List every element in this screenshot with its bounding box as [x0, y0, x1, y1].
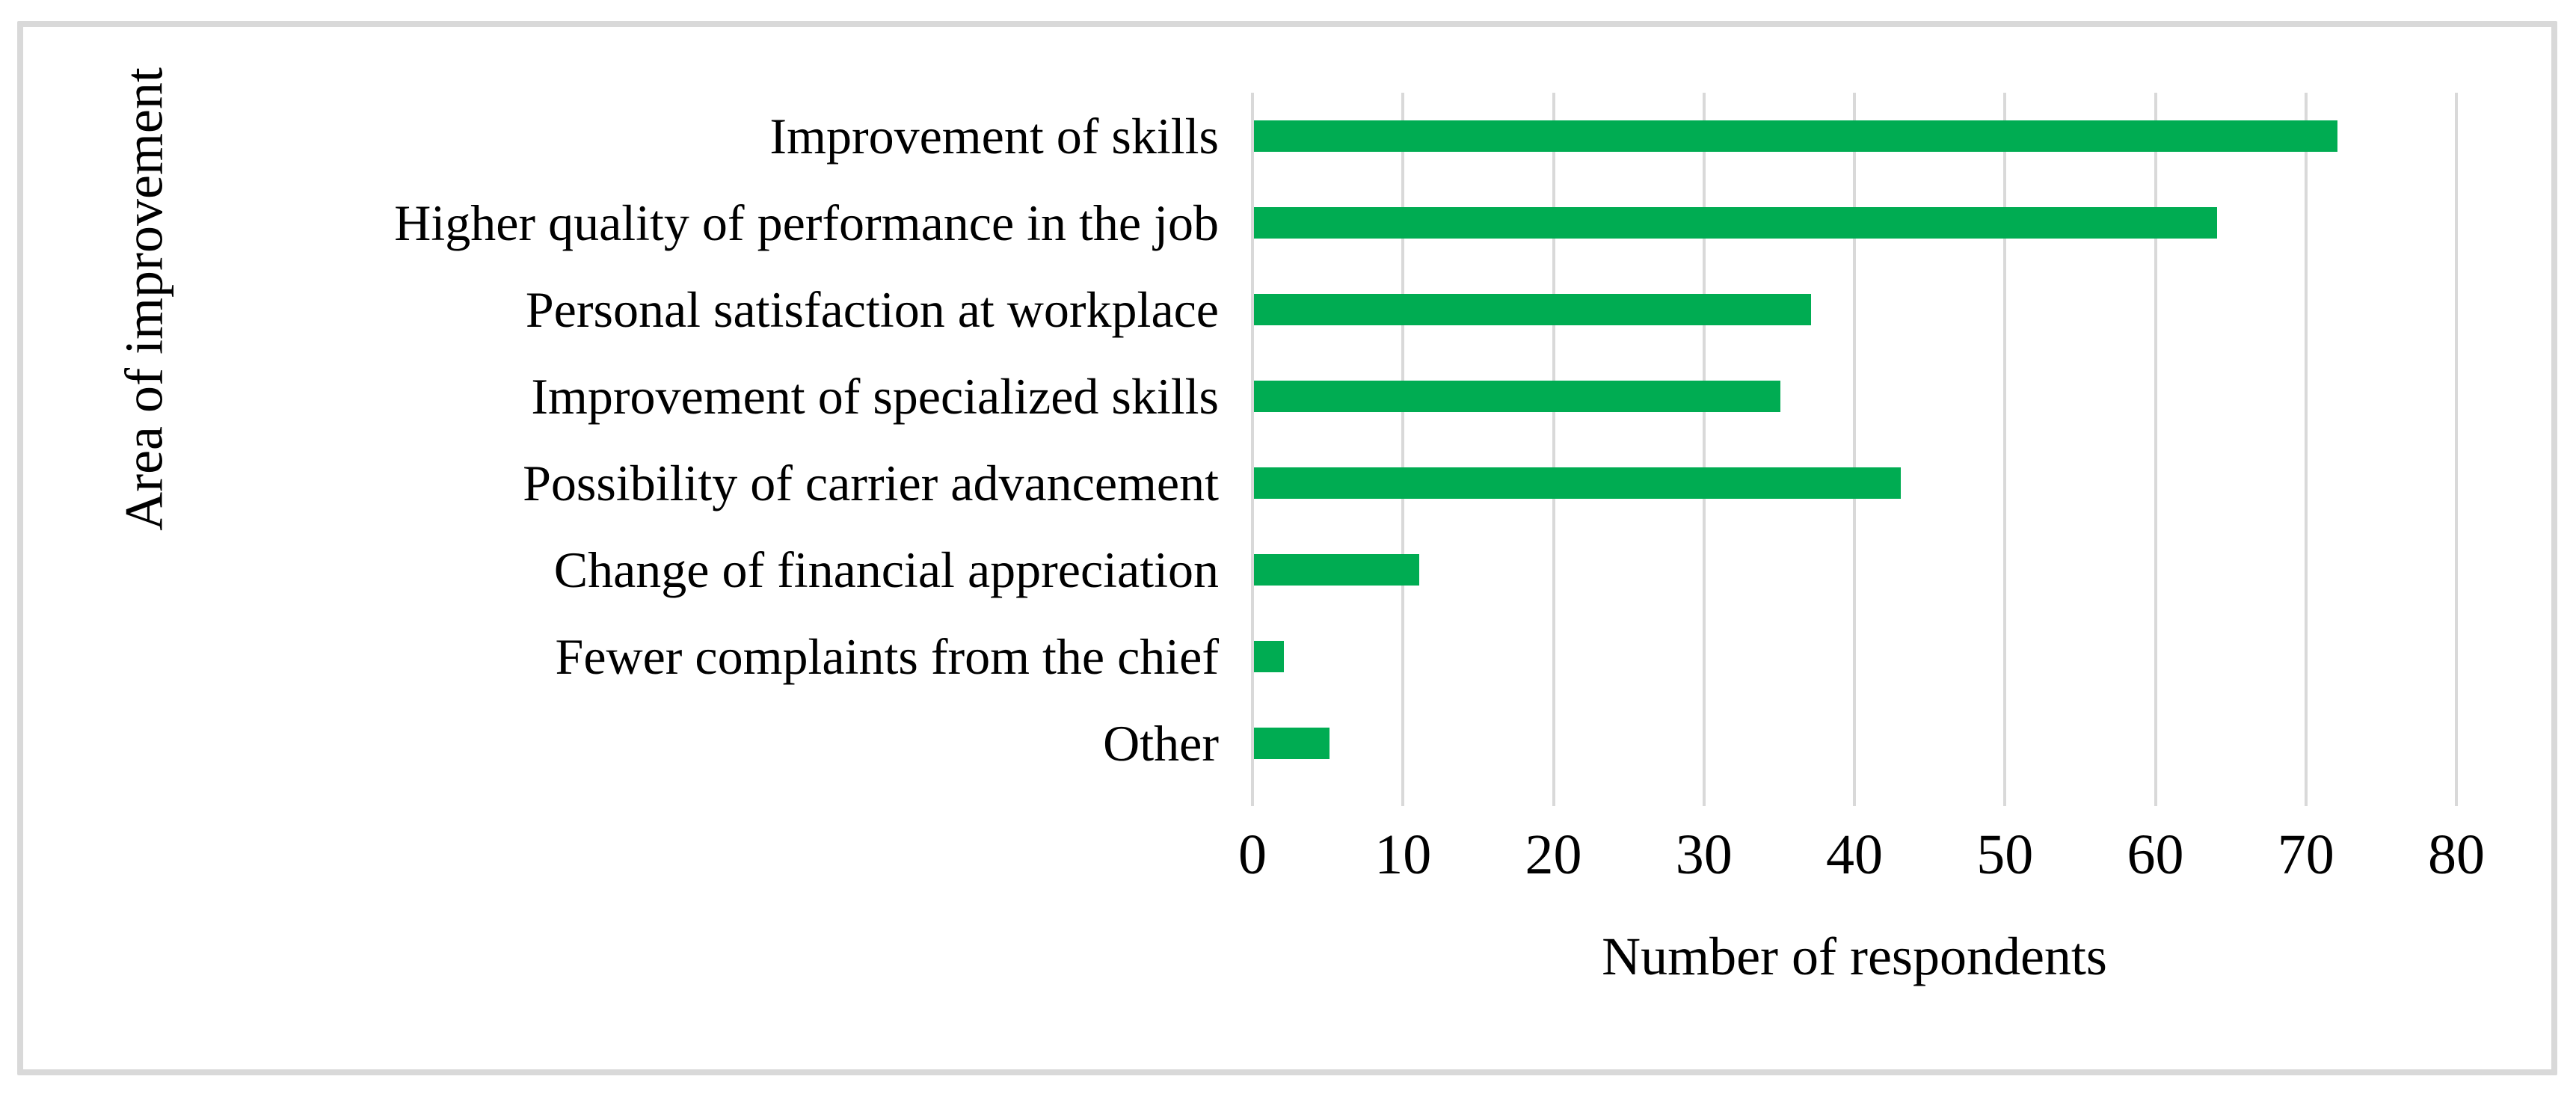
category-label: Other	[1103, 715, 1219, 772]
chart-row: Personal satisfaction at workplace	[0, 266, 2576, 353]
tick-mark-x-40	[1853, 787, 1856, 806]
bar	[1254, 728, 1330, 759]
chart-row: Other	[0, 700, 2576, 787]
x-tick-label-60: 60	[2127, 823, 2184, 886]
figure-border	[17, 21, 2557, 1075]
chart-row: Higher quality of performance in the job	[0, 179, 2576, 266]
gridline-x-80	[2455, 93, 2458, 787]
tick-mark-x-50	[2003, 787, 2007, 806]
category-label: Fewer complaints from the chief	[555, 628, 1220, 685]
category-label: Improvement of specialized skills	[531, 368, 1219, 425]
gridline-x-40	[1853, 93, 1856, 787]
x-tick-label-20: 20	[1525, 823, 1582, 886]
plot-area	[1251, 93, 2458, 806]
x-tick-label-80: 80	[2428, 823, 2485, 886]
gridline-x-50	[2003, 93, 2007, 787]
category-label: Improvement of skills	[769, 108, 1219, 165]
x-tick-label-40: 40	[1826, 823, 1883, 886]
category-label: Change of financial appreciation	[553, 541, 1219, 598]
gridline-x-0	[1251, 93, 1254, 787]
tick-mark-x-80	[2455, 787, 2458, 806]
x-tick-label-50: 50	[1976, 823, 2034, 886]
x-tick-label-30: 30	[1675, 823, 1733, 886]
gridline-x-70	[2304, 93, 2308, 787]
chart-row: Improvement of specialized skills	[0, 353, 2576, 440]
x-tick-label-10: 10	[1374, 823, 1432, 886]
bar	[1254, 554, 1420, 586]
tick-mark-x-10	[1401, 787, 1405, 806]
x-tick-label-0: 0	[1238, 823, 1267, 886]
tick-mark-x-60	[2154, 787, 2157, 806]
category-label: Personal satisfaction at workplace	[525, 281, 1219, 338]
bar	[1254, 120, 2337, 152]
chart-row: Improvement of skills	[0, 93, 2576, 179]
chart-row: Fewer complaints from the chief	[0, 613, 2576, 700]
gridline-x-10	[1401, 93, 1405, 787]
tick-mark-x-30	[1702, 787, 1706, 806]
gridline-x-30	[1702, 93, 1706, 787]
tick-mark-x-70	[2304, 787, 2308, 806]
gridline-x-60	[2154, 93, 2157, 787]
category-label: Higher quality of performance in the job	[394, 194, 1219, 251]
bar	[1254, 294, 1811, 325]
chart-row: Possibility of carrier advancement	[0, 440, 2576, 526]
bar	[1254, 641, 1285, 672]
gridline-x-20	[1552, 93, 1555, 787]
x-tick-label-70: 70	[2277, 823, 2334, 886]
tick-mark-x-20	[1552, 787, 1555, 806]
bar	[1254, 381, 1781, 412]
tick-mark-x-0	[1251, 787, 1254, 806]
bar	[1254, 467, 1902, 499]
chart-row: Change of financial appreciation	[0, 526, 2576, 613]
bar	[1254, 207, 2217, 239]
x-axis-title: Number of respondents	[1602, 927, 2107, 986]
category-label: Possibility of carrier advancement	[523, 455, 1219, 511]
